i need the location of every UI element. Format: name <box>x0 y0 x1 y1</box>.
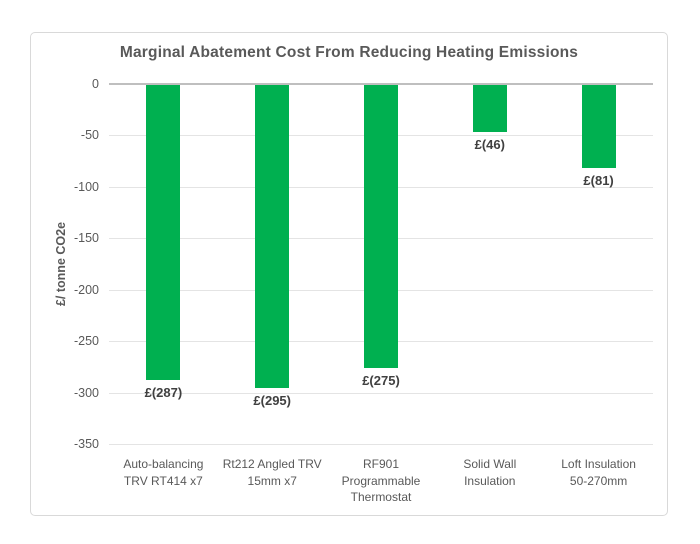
y-axis-tick-label: -250 <box>73 334 99 349</box>
bar-data-label: £(295) <box>253 393 291 409</box>
bar <box>255 85 290 389</box>
bar <box>472 85 507 133</box>
x-axis-category-label: Rt212 Angled TRV 15mm x7 <box>222 457 322 488</box>
zero-axis-line <box>109 83 653 85</box>
plot-area: £(287) £(295) £(275) £(46) £(81) <box>109 83 653 445</box>
y-axis-tick-label: -50 <box>80 128 99 143</box>
bar-data-label: £(275) <box>362 372 400 388</box>
chart-frame: Marginal Abatement Cost From Reducing He… <box>30 32 668 516</box>
bar <box>146 85 181 381</box>
chart-title: Marginal Abatement Cost From Reducing He… <box>119 44 579 61</box>
gridline <box>109 392 653 394</box>
y-axis-tick-label: -200 <box>73 282 99 297</box>
bar-data-label: £(287) <box>144 385 183 401</box>
gridline <box>109 444 653 445</box>
x-axis-category-label: RF901 Programmable Thermostat <box>341 457 421 504</box>
bar-data-label: £(81) <box>583 173 614 189</box>
x-axis-category-label: Auto-balancing TRV RT414 x7 <box>123 457 204 488</box>
y-axis-tick-label: -150 <box>73 231 99 246</box>
y-axis-tick-label: 0 <box>92 77 99 91</box>
y-axis-tick-label: -350 <box>73 437 99 451</box>
y-axis-tick-label: -100 <box>73 179 99 194</box>
bar <box>364 85 398 368</box>
bar-data-label: £(46) <box>474 137 505 153</box>
x-axis-category-label: Solid Wall Insulation <box>463 457 517 488</box>
y-axis-tick-label: -300 <box>73 385 99 400</box>
x-axis-category-label: Loft Insulation 50-270mm <box>561 457 636 488</box>
bar <box>581 85 616 169</box>
